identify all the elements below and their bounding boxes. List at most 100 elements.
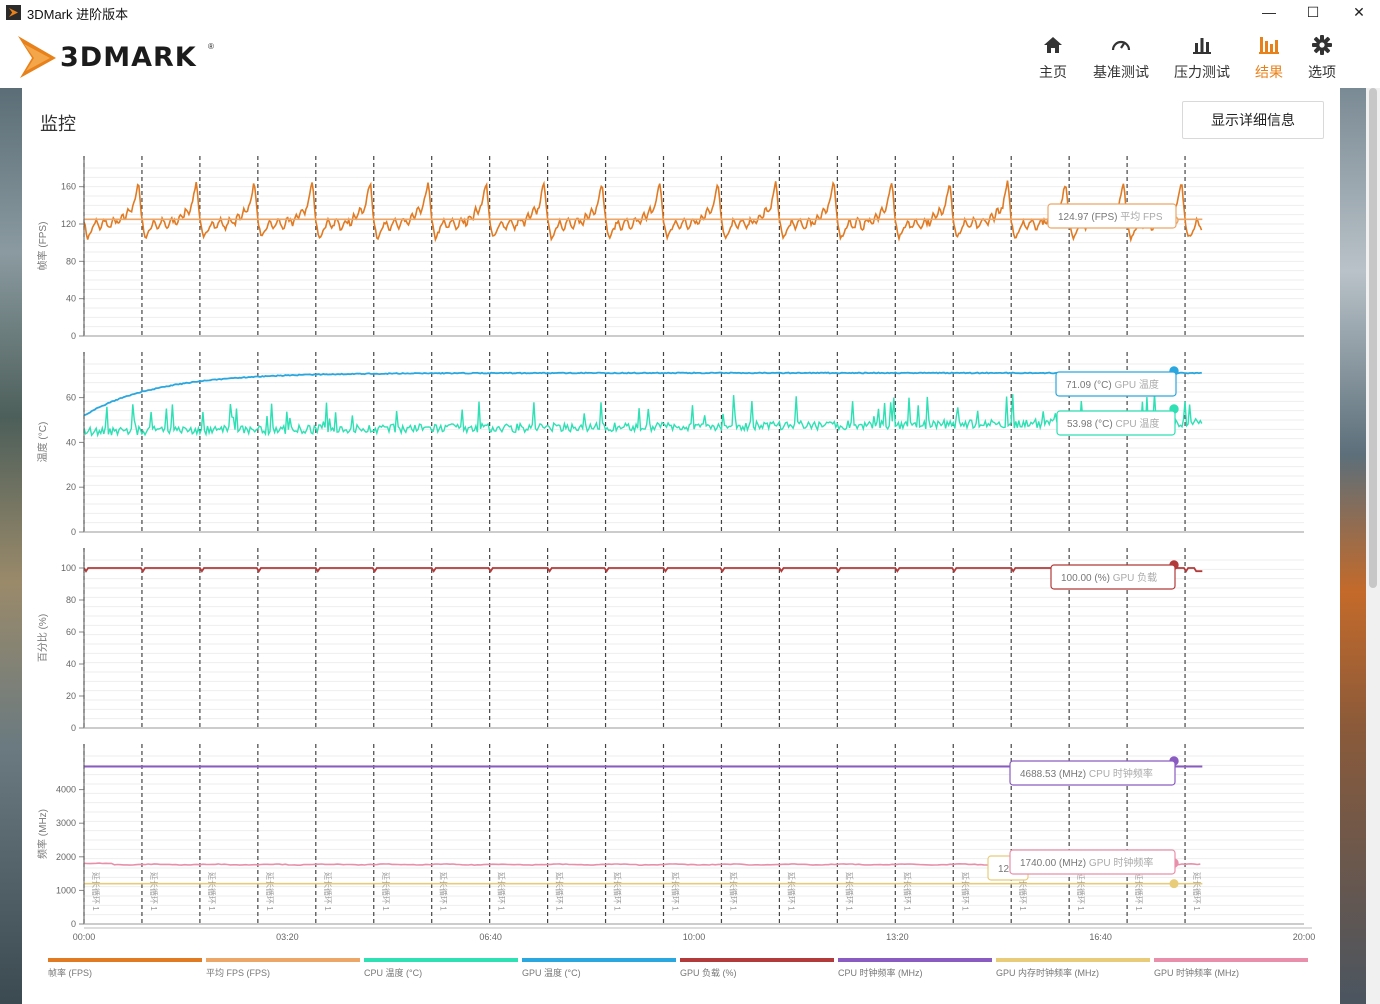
- loop-marker-label: 延长循环 1: [149, 872, 159, 911]
- callout-gpu-clock-box: [1009, 849, 1176, 875]
- legend-swatch: [48, 958, 202, 962]
- results-icon: [1259, 37, 1279, 54]
- legend-item-label: 帧率 (FPS): [48, 967, 92, 978]
- legend-item-label: GPU 温度 (°C): [522, 967, 581, 978]
- legend-swatch: [996, 958, 1150, 962]
- loop-marker-label: 延长循环 1: [728, 872, 738, 911]
- ylabel-fps: 帧率 (FPS): [36, 222, 49, 271]
- maximize-button[interactable]: ☐: [1306, 3, 1320, 20]
- callout-cpu-clock-value: 4688.53 (MHz): [1020, 769, 1089, 780]
- loop-marker-label: 延长循环 1: [91, 872, 101, 911]
- background-art-right: [1340, 88, 1366, 1004]
- loop-marker-label: 延长循环 1: [844, 872, 854, 911]
- loop-marker-label: 延长循环 1: [207, 872, 217, 911]
- y-tick-label: 160: [61, 182, 76, 192]
- gear-icon: [1312, 35, 1332, 55]
- callout-gpu-temp-box: [1055, 371, 1177, 397]
- ylabel-percent: 百分比 (%): [37, 614, 49, 662]
- nav-results[interactable]: 结果: [1252, 34, 1286, 82]
- loop-marker-label: 延长循环 1: [902, 872, 912, 911]
- legend-item-label: 平均 FPS (FPS): [206, 967, 270, 978]
- y-tick-label: 40: [66, 437, 76, 447]
- y-tick-label: 80: [66, 256, 76, 266]
- show-details-button[interactable]: 显示详细信息: [1182, 101, 1324, 139]
- loop-marker-label: 延长循环 1: [265, 872, 275, 911]
- callout-cpu-clock-text: 4688.53 (MHz) CPU 时钟频率: [1020, 767, 1153, 780]
- legend-swatch: [1154, 958, 1308, 962]
- loop-marker-label: 延长循环 1: [555, 872, 565, 911]
- loop-marker-label: 延长循环 1: [381, 872, 391, 911]
- legend-item-label: CPU 温度 (°C): [364, 967, 422, 978]
- x-tick-label: 20:00: [1293, 932, 1316, 942]
- logo-mark-icon: [18, 36, 56, 78]
- legend-swatch: [838, 958, 992, 962]
- app-icon: [6, 5, 21, 20]
- loop-marker-label: 延长循环 1: [1018, 872, 1028, 911]
- nav-benchmarks-label: 基准测试: [1093, 64, 1149, 80]
- series-line-fps: [83, 180, 1203, 243]
- vertical-scrollbar[interactable]: [1366, 88, 1380, 1004]
- nav-options-label: 选项: [1308, 64, 1336, 80]
- nav-home[interactable]: 主页: [1036, 34, 1070, 82]
- loop-marker-label: 延长循环 1: [960, 872, 970, 911]
- legend-swatch: [680, 958, 834, 962]
- scrollbar-thumb[interactable]: [1369, 88, 1377, 588]
- nav-stress-tests-label: 压力测试: [1174, 64, 1230, 80]
- loop-marker-label: 延长循环 1: [1192, 872, 1202, 911]
- nav-options[interactable]: 选项: [1305, 34, 1339, 82]
- loop-marker-label: 延长循环 1: [671, 872, 681, 911]
- x-tick-label: 06:40: [479, 932, 502, 942]
- legend-swatch: [206, 958, 360, 962]
- callout-gpu-load-label: GPU 负载: [1113, 571, 1157, 584]
- loop-marker-label: 延长循环 1: [1134, 872, 1144, 911]
- y-tick-label: 40: [66, 659, 76, 669]
- window-title: 3DMark 进阶版本: [27, 7, 129, 22]
- callout-cpu-clock-box: [1009, 760, 1176, 786]
- callout-avg-fps-value: 124.97 (FPS): [1058, 212, 1120, 223]
- gauge-icon: [1111, 40, 1131, 51]
- series-line-gpu-load: [83, 567, 1203, 573]
- y-tick-label: 3000: [56, 818, 76, 828]
- nav-home-label: 主页: [1039, 64, 1067, 80]
- chart-legend: 帧率 (FPS) 平均 FPS (FPS) CPU 温度 (°C) GPU 温度 (°…: [48, 958, 1308, 978]
- loop-marker-label: 延长循环 1: [613, 872, 623, 911]
- nav-stress-tests[interactable]: 压力测试: [1171, 34, 1233, 82]
- callout-gpu-load-text: 100.00 (%) GPU 负载: [1061, 571, 1157, 584]
- loop-marker-label: 延长循环 1: [786, 872, 796, 911]
- callout-gpu-load-value: 100.00 (%): [1061, 573, 1113, 584]
- y-tick-label: 0: [71, 527, 76, 537]
- minimize-button[interactable]: —: [1262, 4, 1276, 20]
- y-tick-label: 20: [66, 691, 76, 701]
- cursor-dot: [1169, 879, 1179, 889]
- y-tick-label: 1000: [56, 885, 76, 895]
- close-button[interactable]: ✕: [1353, 3, 1365, 20]
- x-tick-label: 10:00: [683, 932, 706, 942]
- ylabel-frequency: 频率 (MHz): [36, 809, 49, 859]
- nav-benchmarks[interactable]: 基准测试: [1090, 34, 1152, 82]
- chart-axes: 帧率 (FPS) 温度 (°C) 百分比 (%) 频率 (MHz) 0 40 80 1…: [36, 158, 1315, 942]
- nav-results-label: 结果: [1255, 64, 1283, 80]
- loop-markers: 延长循环 1 延长循环 1 延长循环 1 延长循环 1 延长循环 1 延长循环 1 延长循环…: [83, 156, 1202, 924]
- ylabel-temperature: 温度 (°C): [36, 422, 49, 463]
- x-tick-label: 16:40: [1089, 932, 1112, 942]
- value-callouts: 124.97 (FPS) 平均 FPS 71.09 (°C) GPU 温度 53.9…: [987, 203, 1179, 889]
- callout-cpu-temp-text: 53.98 (°C) CPU 温度: [1067, 417, 1159, 430]
- legend-swatch: [522, 958, 676, 962]
- legend-item-label: GPU 时钟频率 (MHz): [1154, 967, 1239, 978]
- page-title: 监控: [40, 114, 76, 135]
- y-tick-label: 20: [66, 482, 76, 492]
- callout-cpu-temp-label: CPU 温度: [1115, 417, 1159, 430]
- logo-registered-mark: ®: [208, 42, 214, 51]
- series-line-gpu-temp: [83, 371, 1202, 417]
- 3dmark-logo[interactable]: 3DMARK ®: [16, 34, 216, 78]
- background-art-left: [0, 88, 22, 1004]
- chart-gridlines: [84, 167, 1304, 925]
- y-tick-label: 0: [71, 723, 76, 733]
- legend-swatch: [364, 958, 518, 962]
- callout-cpu-temp-value: 53.98 (°C): [1067, 419, 1115, 430]
- loop-marker-label: 延长循环 1: [439, 872, 449, 911]
- callout-gpu-clock-value: 1740.00 (MHz): [1020, 858, 1089, 869]
- y-tick-label: 0: [71, 331, 76, 341]
- legend-item-label: GPU 内存时钟频率 (MHz): [996, 967, 1099, 978]
